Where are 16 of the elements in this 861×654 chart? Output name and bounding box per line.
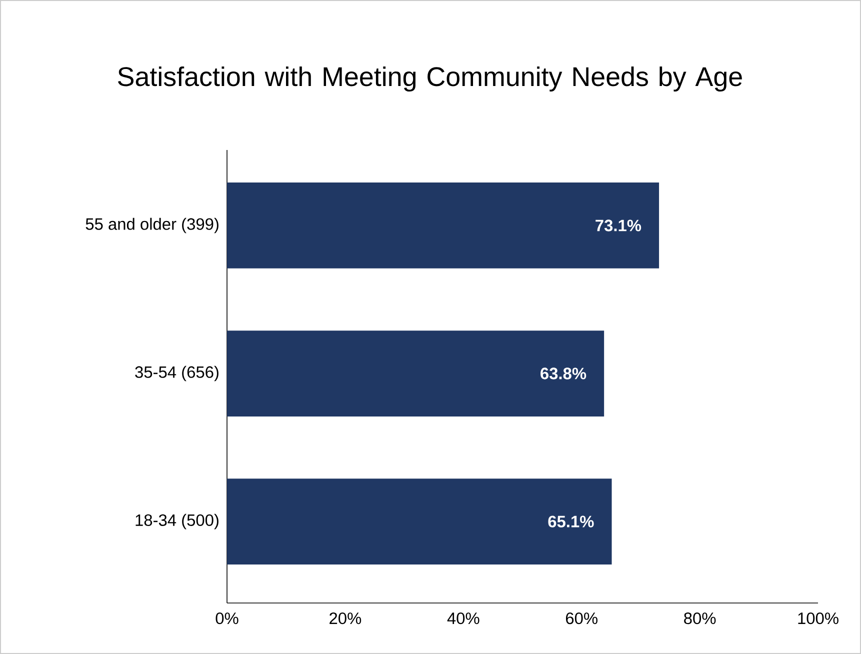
x-tick-label: 0%: [216, 612, 238, 624]
x-tick-label: 20%: [330, 612, 362, 624]
bar: [227, 478, 612, 564]
y-tick-label: 35-54 (656): [135, 366, 218, 382]
data-label: 73.1%: [596, 220, 642, 232]
data-label: 63.8%: [540, 368, 586, 380]
y-tick-label: 55 and older (399): [86, 218, 218, 234]
x-tick-label: 60%: [566, 612, 598, 624]
chart-title: Satisfaction with Meeting Community Needs by Age: [118, 66, 742, 92]
y-tick-label: 18-34 (500): [136, 514, 218, 530]
data-label: 65.1%: [548, 516, 594, 528]
bar: [227, 182, 660, 268]
x-tick-label: 100%: [798, 612, 838, 624]
x-tick-label: 80%: [684, 612, 716, 624]
x-tick-label: 40%: [447, 612, 480, 624]
bar: [227, 330, 604, 416]
